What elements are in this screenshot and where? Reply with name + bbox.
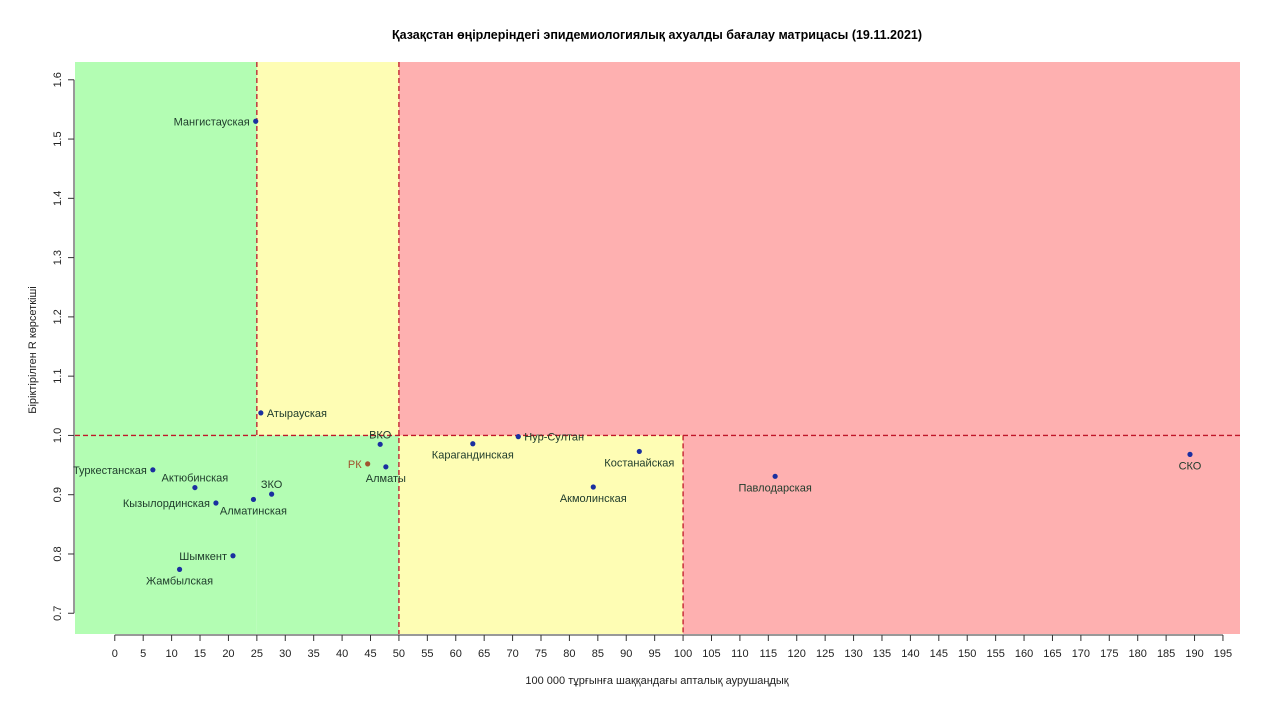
data-point <box>470 441 476 447</box>
x-tick-label: 180 <box>1129 648 1147 660</box>
x-tick-label: 85 <box>592 648 604 660</box>
data-point <box>377 441 383 447</box>
x-tick-label: 145 <box>930 648 948 660</box>
x-tick-label: 155 <box>986 648 1004 660</box>
x-tick-label: 120 <box>788 648 806 660</box>
point-label: СКО <box>1179 460 1202 472</box>
x-tick-label: 70 <box>506 648 518 660</box>
point-label: ВКО <box>369 429 392 441</box>
y-tick-label: 1.6 <box>52 72 64 87</box>
x-tick-label: 65 <box>478 648 490 660</box>
x-tick-label: 5 <box>140 648 146 660</box>
data-point <box>176 566 183 572</box>
x-tick-label: 15 <box>194 648 206 660</box>
y-tick-label: 1.2 <box>52 309 64 324</box>
point-label: Алматинская <box>220 505 287 517</box>
x-tick-label: 165 <box>1043 648 1061 660</box>
x-tick-label: 115 <box>760 648 778 660</box>
data-point <box>213 500 219 506</box>
data-point <box>636 448 642 455</box>
point-label: Павлодарская <box>738 482 811 494</box>
y-tick-label: 0.9 <box>52 487 64 502</box>
x-tick-label: 100 <box>674 648 692 660</box>
x-tick-label: 160 <box>1015 648 1033 660</box>
x-tick-label: 40 <box>336 648 348 660</box>
point-label: ЗКО <box>261 479 283 491</box>
x-tick-label: 150 <box>958 648 976 660</box>
y-axis-label: Біріктірілген R көрсеткіші <box>27 286 39 414</box>
x-tick-label: 35 <box>308 648 320 660</box>
x-tick-label: 55 <box>421 648 433 660</box>
y-tick-label: 0.8 <box>52 546 64 561</box>
zone-rect-4 <box>398 435 684 634</box>
x-tick-label: 135 <box>873 648 891 660</box>
x-tick-label: 190 <box>1185 648 1203 660</box>
point-label: Карагандинская <box>432 450 514 462</box>
x-tick-label: 130 <box>844 648 862 660</box>
zone-rect-5 <box>683 435 1240 634</box>
zone-rect-3 <box>398 62 1240 436</box>
point-label: Шымкент <box>179 551 227 563</box>
data-point <box>192 484 198 491</box>
y-tick-label: 1.1 <box>52 369 64 384</box>
point-label: РК <box>348 459 362 471</box>
zone-rect-2 <box>256 435 399 634</box>
point-label: Нур-Султан <box>524 432 584 444</box>
data-point <box>1187 451 1193 457</box>
x-tick-label: 75 <box>535 648 547 660</box>
point-label: Алматы <box>366 473 406 485</box>
x-tick-label: 175 <box>1100 648 1118 660</box>
x-tick-label: 20 <box>222 648 234 660</box>
x-tick-label: 10 <box>165 648 177 660</box>
y-tick-label: 1.3 <box>52 250 64 265</box>
point-label: Туркестанская <box>73 465 147 477</box>
y-tick-label: 1.0 <box>52 428 64 443</box>
x-tick-label: 45 <box>364 648 376 660</box>
y-tick-label: 1.5 <box>52 131 64 146</box>
data-point <box>365 461 371 467</box>
data-point <box>253 118 259 124</box>
x-tick-label: 170 <box>1072 648 1090 660</box>
zone-rect-0 <box>75 62 257 634</box>
x-tick-label: 90 <box>620 648 632 660</box>
data-point <box>772 473 778 479</box>
x-tick-label: 0 <box>112 648 118 660</box>
point-label: Актюбинская <box>162 473 229 485</box>
data-point <box>515 434 521 440</box>
point-label: Акмолинская <box>560 493 627 505</box>
data-point <box>230 553 236 559</box>
x-tick-label: 50 <box>393 648 405 660</box>
point-label: Жамбылская <box>146 575 213 587</box>
x-tick-label: 80 <box>563 648 575 660</box>
chart-title: Қазақстан өңірлеріндегі эпидемиологиялық… <box>391 28 923 42</box>
data-point <box>250 496 257 503</box>
x-tick-label: 25 <box>251 648 263 660</box>
x-tick-label: 185 <box>1157 648 1175 660</box>
x-tick-label: 110 <box>731 648 749 660</box>
point-label: Мангистауская <box>174 116 250 128</box>
x-axis-label: 100 000 тұрғынға шаққандағы апталық ауру… <box>525 675 789 687</box>
x-tick-label: 195 <box>1214 648 1232 660</box>
x-tick-label: 140 <box>901 648 919 660</box>
data-point <box>258 410 264 416</box>
x-tick-label: 95 <box>649 648 661 660</box>
x-tick-label: 30 <box>279 648 291 660</box>
y-tick-label: 1.4 <box>52 191 64 206</box>
point-label: Атырауская <box>267 408 327 420</box>
y-tick-label: 0.7 <box>52 606 64 621</box>
data-point <box>590 484 596 490</box>
x-tick-label: 125 <box>816 648 834 660</box>
data-point <box>383 464 389 470</box>
zone-rect-1 <box>256 62 399 436</box>
point-label: Кызылординская <box>123 498 210 510</box>
data-point <box>269 491 275 497</box>
point-label: Костанайская <box>604 457 674 469</box>
data-point <box>150 467 156 473</box>
x-tick-label: 105 <box>702 648 720 660</box>
x-tick-label: 60 <box>450 648 462 660</box>
